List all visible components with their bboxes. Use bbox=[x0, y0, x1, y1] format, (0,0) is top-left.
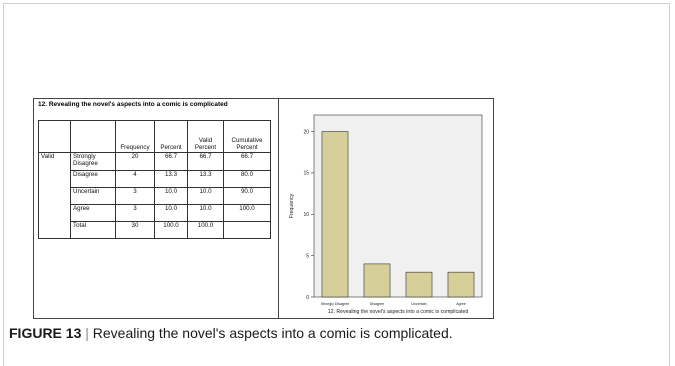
cell-frequency: 3 bbox=[115, 187, 155, 205]
row-group-label: Valid bbox=[38, 152, 71, 239]
row-label: Disagree bbox=[70, 170, 116, 188]
header-cell-cumulative-percent: Cumulative Percent bbox=[223, 120, 271, 153]
x-tick-label: Disagree bbox=[370, 302, 384, 306]
cell-frequency: 20 bbox=[115, 152, 155, 171]
table-title: 12. Revealing the novel's aspects into a… bbox=[38, 101, 228, 108]
y-axis-label: Frequency bbox=[289, 193, 295, 218]
header-cell-group bbox=[38, 120, 71, 153]
bar bbox=[447, 271, 475, 298]
table-row: Disagree 4 13.3 13.3 80.0 bbox=[39, 170, 271, 188]
x-tick-label: Agree bbox=[456, 302, 466, 306]
y-tick-label: 20 bbox=[303, 129, 309, 135]
figure-caption: FIGURE 13 | Revealing the novel's aspect… bbox=[9, 325, 453, 341]
panel-divider bbox=[278, 99, 279, 318]
cell-cumulative-percent: 90.0 bbox=[223, 187, 271, 205]
y-tick-label: 10 bbox=[303, 212, 309, 218]
cell-frequency: 4 bbox=[115, 170, 155, 188]
row-label: Total bbox=[70, 221, 116, 239]
row-label: Uncertain bbox=[70, 187, 116, 205]
y-tick-label: 5 bbox=[306, 253, 309, 259]
cell-valid-percent: 10.0 bbox=[187, 187, 224, 205]
cell-cumulative-percent bbox=[223, 221, 271, 239]
row-label: Strongly Disagree bbox=[70, 152, 116, 171]
header-cell-label bbox=[70, 120, 116, 153]
x-axis-label: 12. Revealing the novel's aspects into a… bbox=[328, 309, 469, 315]
cell-valid-percent: 10.0 bbox=[187, 204, 224, 222]
table-row: Valid Strongly Disagree 20 66.7 66.7 66.… bbox=[38, 152, 271, 239]
cell-percent: 66.7 bbox=[154, 152, 188, 171]
header-cell-percent: Percent bbox=[154, 120, 188, 153]
y-tick-label: 0 bbox=[306, 295, 309, 301]
header-cell-valid-percent: Valid Percent bbox=[187, 120, 224, 153]
table-header-row: Frequency Percent Valid Percent Cumulati… bbox=[38, 120, 271, 153]
table-row: Uncertain 3 10.0 10.0 90.0 bbox=[39, 187, 271, 205]
cell-frequency: 30 bbox=[115, 221, 155, 239]
bar-chart: 0 5 10 15 20 Strongly Disagree Disagree Uncerta… bbox=[284, 105, 490, 317]
x-tick-label: Strongly Disagree bbox=[321, 302, 350, 306]
x-tick-label: Uncertain bbox=[411, 302, 426, 306]
row-label: Agree bbox=[70, 204, 116, 222]
bar bbox=[405, 271, 433, 298]
table-row: Agree 3 10.0 10.0 100.0 bbox=[39, 204, 271, 222]
cell-valid-percent: 13.3 bbox=[187, 170, 224, 188]
caption-separator: | bbox=[85, 325, 89, 341]
cell-valid-percent: 100.0 bbox=[187, 221, 224, 239]
caption-label: FIGURE 13 bbox=[9, 325, 82, 341]
header-cell-frequency: Frequency bbox=[115, 120, 155, 153]
article-frame bbox=[3, 3, 670, 366]
caption-text: Revealing the novel's aspects into a com… bbox=[92, 325, 453, 341]
cell-cumulative-percent: 66.7 bbox=[223, 152, 271, 171]
cell-percent: 10.0 bbox=[154, 204, 188, 222]
figure-image: 12. Revealing the novel's aspects into a… bbox=[33, 98, 494, 319]
y-tick-label: 15 bbox=[303, 171, 309, 177]
cell-cumulative-percent: 100.0 bbox=[223, 204, 271, 222]
cell-valid-percent: 66.7 bbox=[187, 152, 224, 171]
cell-percent: 10.0 bbox=[154, 187, 188, 205]
frequency-table: Frequency Percent Valid Percent Cumulati… bbox=[38, 120, 271, 239]
cell-percent: 100.0 bbox=[154, 221, 188, 239]
cell-cumulative-percent: 80.0 bbox=[223, 170, 271, 188]
cell-frequency: 3 bbox=[115, 204, 155, 222]
table-row-total: Total 30 100.0 100.0 bbox=[39, 221, 271, 239]
bar bbox=[363, 263, 391, 298]
bar-chart-svg: 0 5 10 15 20 Strongly Disagree Disagree Uncerta… bbox=[289, 114, 483, 315]
cell-percent: 13.3 bbox=[154, 170, 188, 188]
bar bbox=[321, 131, 349, 298]
